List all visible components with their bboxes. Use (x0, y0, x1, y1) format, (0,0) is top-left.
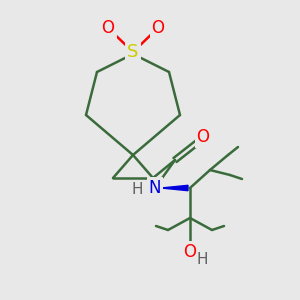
Text: H: H (131, 182, 143, 197)
Text: O: O (152, 19, 164, 37)
Text: O: O (184, 243, 196, 261)
Text: O: O (196, 128, 209, 146)
Polygon shape (161, 185, 188, 191)
Text: N: N (149, 179, 161, 197)
Text: H: H (196, 253, 208, 268)
Text: O: O (101, 19, 115, 37)
Text: S: S (127, 43, 139, 61)
